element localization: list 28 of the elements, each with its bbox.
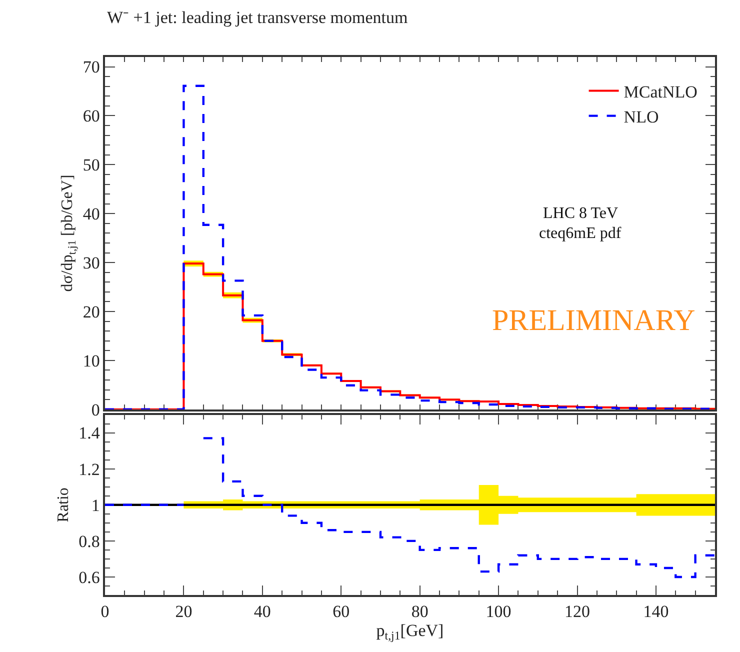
- legend-label: NLO: [624, 107, 659, 126]
- y-tick-label: 70: [82, 58, 100, 77]
- y-tick-label: 10: [82, 351, 100, 370]
- x-tick-label: 100: [486, 602, 512, 622]
- annotation: cteq6mE pdf: [539, 225, 622, 242]
- x-tick-label: 60: [332, 602, 350, 622]
- x-axis-title: p$_{t,j1}$[GeV]: [376, 621, 444, 643]
- chart-title: W⁻ +1 jet: leading jet transverse momentum: [107, 8, 408, 27]
- y-tick-label: 0.8: [78, 532, 100, 551]
- y-tick-label: 1.4: [78, 424, 100, 443]
- y-tick-label: 30: [82, 254, 100, 273]
- x-tick-label: 140: [643, 602, 669, 622]
- y-tick-label: 0.6: [78, 568, 100, 587]
- x-tick-label: 40: [254, 602, 271, 622]
- x-tick-label: 80: [411, 602, 428, 622]
- y-tick-label: 50: [82, 156, 100, 175]
- annotation: PRELIMINARY: [492, 304, 696, 337]
- y-tick-label: 40: [82, 204, 100, 224]
- y-axis-title: Ratio: [55, 488, 72, 522]
- x-tick-label: 20: [175, 602, 192, 622]
- y-tick-label: 60: [82, 106, 100, 126]
- y-tick-label: 0: [91, 400, 100, 420]
- annotation: LHC 8 TeV: [543, 205, 618, 222]
- y-tick-label: 1: [91, 496, 100, 515]
- y-tick-label: 20: [82, 302, 100, 322]
- x-tick-label: 120: [564, 602, 590, 622]
- y-tick-label: 1.2: [78, 460, 100, 479]
- legend-label: MCatNLO: [624, 82, 698, 102]
